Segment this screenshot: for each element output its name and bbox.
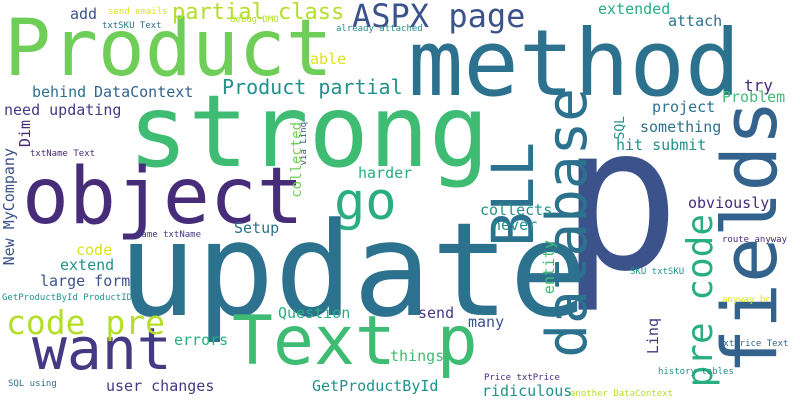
word-product-partial: Product partial bbox=[222, 75, 403, 99]
word-try: try bbox=[744, 76, 773, 95]
word-history-tables: history tables bbox=[658, 367, 734, 377]
word-new-mycompany: New MyCompany bbox=[0, 148, 18, 266]
word-sql: SQL bbox=[613, 116, 628, 140]
word-send: send bbox=[418, 304, 455, 322]
word-sql-using: SQL using bbox=[8, 379, 57, 389]
word-text-p: Text p bbox=[232, 302, 478, 381]
word-need-updating: need updating bbox=[4, 101, 122, 119]
word-strong: strong bbox=[128, 73, 490, 190]
word-errors: errors bbox=[174, 331, 229, 349]
word-ridiculous: ridiculous bbox=[482, 382, 573, 400]
word-user-changes: user changes bbox=[106, 377, 215, 395]
word-large-form: large form bbox=[40, 272, 131, 290]
word-entity: entity bbox=[540, 240, 558, 295]
word-pre-code: pre code bbox=[680, 214, 721, 388]
word-hit-submit: hit submit bbox=[616, 136, 707, 154]
word-product: Product bbox=[4, 4, 333, 94]
word-setup: Setup bbox=[234, 219, 280, 237]
word-method: method bbox=[408, 10, 741, 117]
word-able: able bbox=[310, 50, 347, 68]
word-collects: collects bbox=[480, 201, 553, 219]
word-price-txtprice: Price txtPrice bbox=[484, 373, 560, 383]
word-harder: harder bbox=[358, 164, 413, 182]
word-aspx-page: ASPX page bbox=[352, 0, 526, 35]
word-txtprice-text: txtPrice Text bbox=[718, 339, 789, 349]
word-anyway-bc: anyway bc bbox=[722, 295, 771, 305]
word-route-anyway: route anyway bbox=[722, 235, 788, 245]
word-question: Question bbox=[278, 304, 351, 322]
word-txtsku-text: txtSKU Text bbox=[102, 21, 162, 31]
word-go: go bbox=[334, 172, 397, 232]
word-send-emails: send emails bbox=[108, 7, 168, 17]
word-many: many bbox=[468, 313, 505, 331]
word-via-linq: via Linq bbox=[299, 122, 309, 166]
word-obviously: obviously bbox=[688, 194, 770, 212]
word-object: object bbox=[22, 152, 304, 242]
word-things: things bbox=[390, 347, 445, 365]
word-extend: extend bbox=[60, 256, 115, 274]
word-getproductbyid: GetProductById bbox=[312, 377, 439, 395]
word-partial-class: partial class bbox=[172, 0, 345, 25]
word-update: update bbox=[118, 194, 588, 346]
word-code: code bbox=[76, 241, 113, 259]
word-name-txtname: Name txtName bbox=[136, 230, 202, 240]
word-sku-txtsku: SKU txtSKU bbox=[630, 267, 685, 277]
word-getproductbyid-productid: GetProductById ProductID bbox=[2, 293, 133, 303]
word-problem: Problem bbox=[722, 88, 786, 106]
word-add: add bbox=[70, 5, 98, 23]
word-linq: Linq bbox=[644, 318, 662, 355]
word-attach: attach bbox=[668, 12, 723, 30]
word-already-attached: already attached bbox=[336, 24, 423, 34]
word-code-pre: code pre bbox=[6, 303, 165, 342]
word-debug-dmo: debug DMO bbox=[230, 15, 279, 25]
word-project: project bbox=[652, 98, 716, 116]
word-want: want bbox=[32, 315, 172, 383]
word-behind: behind bbox=[32, 83, 87, 101]
word-never: never bbox=[492, 216, 538, 234]
word-dim: Dim bbox=[16, 120, 34, 148]
word-extended: extended bbox=[598, 0, 671, 18]
word-p: p bbox=[560, 83, 681, 316]
word-datacontext: DataContext bbox=[94, 83, 194, 101]
word-database: database bbox=[535, 88, 600, 358]
word-another-datacontext: another DataContext bbox=[570, 389, 673, 399]
word-txtname-text: txtName Text bbox=[30, 149, 96, 159]
word-something: something bbox=[640, 118, 722, 136]
